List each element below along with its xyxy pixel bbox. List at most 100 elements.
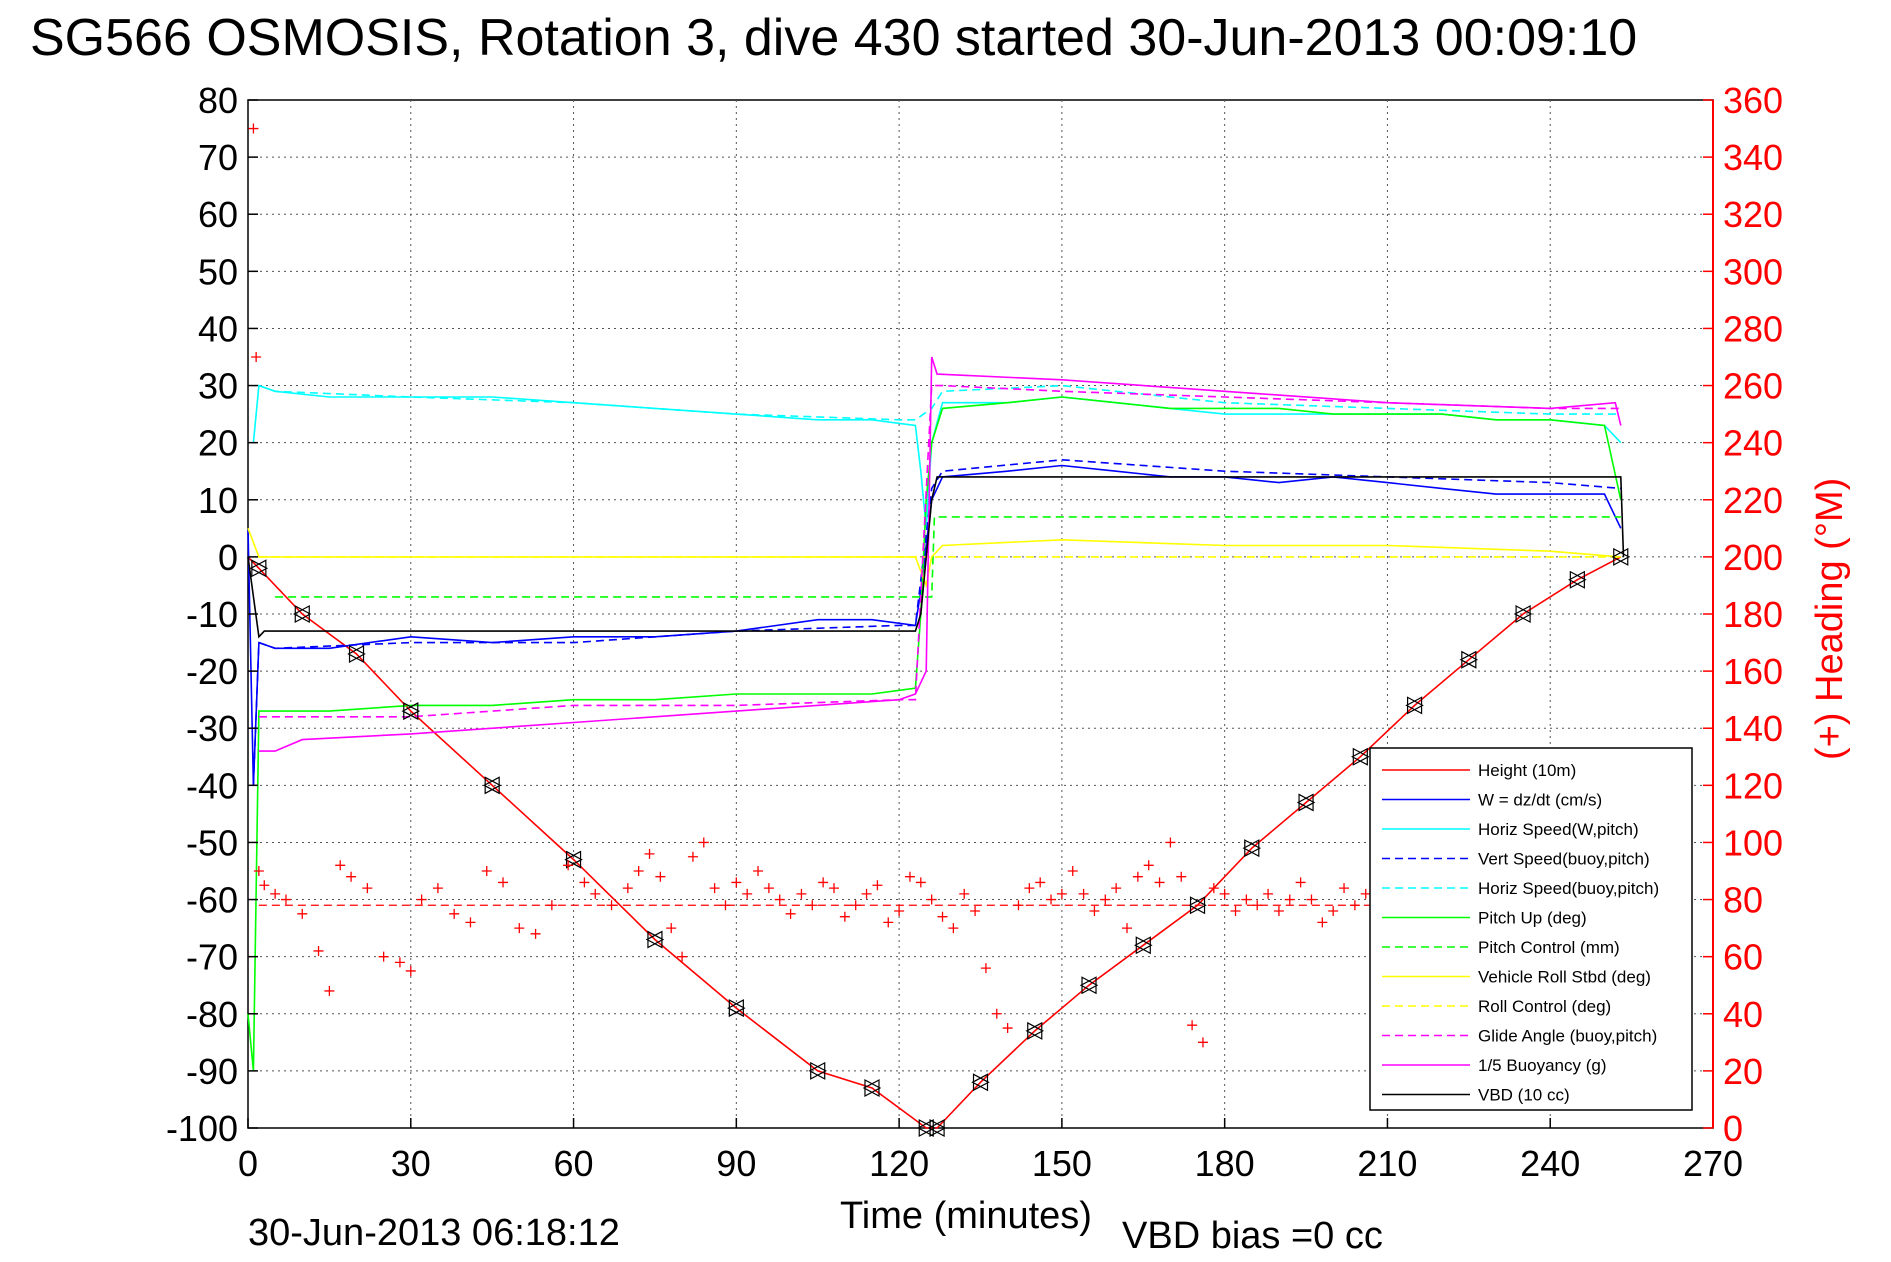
- heading-point: [687, 851, 698, 862]
- heading-point: [883, 917, 894, 928]
- legend-label: Horiz Speed(buoy,pitch): [1478, 879, 1659, 898]
- heading-point: [720, 900, 731, 911]
- heading-point: [1241, 894, 1252, 905]
- heading-point: [1100, 894, 1111, 905]
- series-line-6: [275, 516, 1621, 598]
- y2-tick-label: 80: [1723, 880, 1763, 921]
- heading-point: [590, 888, 601, 899]
- heading-point: [1154, 877, 1165, 888]
- heading-point: [1306, 894, 1317, 905]
- height-marker: [645, 930, 665, 949]
- heading-point: [416, 894, 427, 905]
- heading-point: [850, 900, 861, 911]
- y-tick-label: -50: [186, 822, 238, 863]
- y-tick-label: -100: [166, 1108, 238, 1149]
- height-marker: [347, 644, 366, 663]
- heading-point: [872, 880, 883, 891]
- heading-point: [362, 883, 373, 894]
- heading-point: [432, 883, 443, 894]
- heading-point: [1078, 888, 1089, 899]
- heading-point: [763, 883, 774, 894]
- height-marker: [1459, 650, 1479, 669]
- heading-point: [297, 908, 308, 919]
- y2-tick-label: 340: [1723, 137, 1783, 178]
- heading-point: [378, 951, 389, 962]
- heading-point: [926, 894, 937, 905]
- x-axis: 0 30 60 90 120 150 180 210 240 270: [238, 1118, 1743, 1184]
- heading-point: [937, 911, 948, 922]
- y-axis-right-label: (+) Heading (°M): [1809, 478, 1851, 760]
- heading-point: [251, 352, 262, 362]
- heading-point: [1089, 905, 1100, 916]
- legend-label: 1/5 Buoyancy (g): [1478, 1056, 1607, 1075]
- height-marker: [1025, 1021, 1045, 1040]
- heading-point: [644, 848, 655, 859]
- heading-point: [980, 963, 991, 974]
- heading-point: [666, 923, 677, 934]
- heading-point: [481, 866, 492, 876]
- legend-label: Pitch Control (mm): [1478, 938, 1620, 957]
- heading-point: [248, 123, 259, 134]
- heading-point: [1024, 883, 1035, 894]
- series-line-10: [258, 356, 1622, 752]
- heading-point: [313, 945, 324, 956]
- height-marker: [1611, 547, 1631, 566]
- height-marker: [1079, 976, 1099, 995]
- y2-tick-label: 280: [1723, 308, 1783, 349]
- heading-point: [498, 877, 509, 888]
- y-tick-label: -30: [186, 708, 238, 749]
- x-tick-label: 120: [869, 1143, 929, 1184]
- heading-point: [785, 908, 796, 919]
- heading-point: [449, 908, 460, 919]
- heading-point: [774, 894, 785, 905]
- heading-point: [280, 894, 291, 905]
- heading-point: [394, 957, 405, 968]
- heading-point: [1122, 923, 1132, 934]
- heading-point: [1219, 888, 1230, 899]
- heading-point: [606, 900, 617, 911]
- height-markers: [249, 547, 1631, 1137]
- heading-point: [1187, 1020, 1198, 1031]
- height-marker: [1188, 896, 1207, 915]
- y2-tick-label: 220: [1723, 480, 1783, 521]
- x-tick-label: 270: [1683, 1143, 1743, 1184]
- legend-label: VBD (10 cc): [1478, 1086, 1570, 1105]
- heading-point: [796, 888, 807, 899]
- heading-point: [579, 877, 590, 888]
- heading-point: [1339, 883, 1350, 894]
- legend-label: Vert Speed(buoy,pitch): [1478, 850, 1650, 869]
- series-line-4: [258, 384, 1621, 421]
- heading-point: [514, 923, 525, 934]
- y-axis-left: 80 70 60 50 40 30 20 10 0 -10 -20 -30 -40 -50 -60 -70 -8…: [166, 80, 258, 1149]
- heading-point: [731, 877, 742, 888]
- heading-point: [259, 880, 270, 891]
- heading-point: [253, 866, 264, 876]
- y2-tick-label: 140: [1723, 708, 1783, 749]
- height-marker: [564, 850, 583, 869]
- x-tick-label: 210: [1357, 1143, 1417, 1184]
- heading-point: [1111, 883, 1122, 894]
- legend-label: Horiz Speed(W,pitch): [1478, 820, 1639, 839]
- heading-point: [1349, 900, 1360, 911]
- y-tick-label: 20: [198, 423, 238, 464]
- y-axis-right: 3603403203002802602402202001801601401201…: [1703, 80, 1783, 1149]
- heading-point: [346, 871, 357, 882]
- heading-point: [1263, 888, 1274, 899]
- heading-point: [1273, 905, 1284, 916]
- y2-tick-label: 200: [1723, 537, 1783, 578]
- height-marker: [1242, 839, 1262, 858]
- y-tick-label: -70: [186, 937, 238, 978]
- x-tick-label: 90: [716, 1143, 756, 1184]
- series-layer: [247, 356, 1625, 1129]
- plot-area: [247, 99, 1714, 1137]
- height-marker: [249, 559, 269, 578]
- height-marker: [808, 1061, 827, 1080]
- heading-point: [1165, 837, 1176, 848]
- height-marker: [482, 776, 502, 795]
- height-marker: [727, 999, 746, 1018]
- heading-point: [1252, 900, 1263, 911]
- height-marker: [292, 605, 312, 623]
- heading-point: [1046, 894, 1057, 905]
- x-tick-label: 180: [1195, 1143, 1255, 1184]
